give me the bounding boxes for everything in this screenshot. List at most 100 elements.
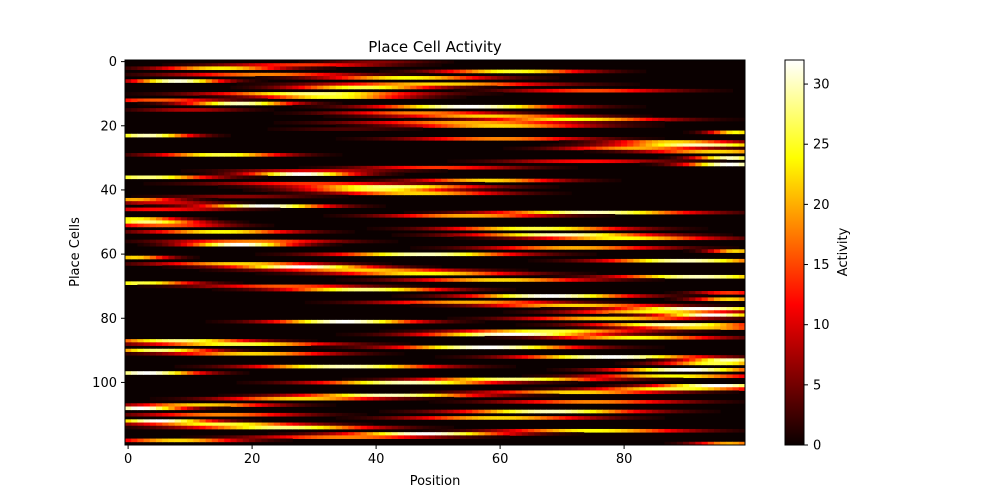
heatmap-cell [280,265,287,269]
heatmap-cell [187,63,194,67]
heatmap-cell [224,339,231,343]
heatmap-cell [261,284,268,289]
heatmap-cell [317,300,324,305]
heatmap-cell [162,419,169,423]
heatmap-row [255,271,597,276]
heatmap-cell [707,387,715,391]
heatmap-cell [602,345,609,350]
heatmap-cell [695,130,702,135]
heatmap-cell [633,117,640,122]
heatmap-cell [230,419,237,423]
heatmap-cell [509,252,516,257]
heatmap-cell [540,307,547,311]
heatmap-cell [397,85,405,90]
heatmap-cell [428,137,436,141]
heatmap-cell [577,88,585,93]
heatmap-cell [385,172,392,176]
heatmap-cell [379,380,386,385]
heatmap-cell [211,403,219,407]
heatmap-cell [466,124,473,128]
heatmap-cell [664,159,671,164]
heatmap-cell [286,319,293,324]
heatmap-cell [670,159,678,164]
heatmap-cell [143,153,151,157]
heatmap-cell [224,204,231,208]
heatmap-cell [552,117,560,122]
heatmap-cell [602,146,609,151]
heatmap-cell [267,72,275,77]
heatmap-cell [342,60,349,64]
heatmap-cell [497,191,504,196]
heatmap-cell [515,416,523,420]
heatmap-cell [577,428,585,433]
heatmap-cell [701,210,709,215]
heatmap-cell [466,377,473,382]
heatmap-cell [218,262,225,266]
heatmap-cell [689,233,696,237]
heatmap-cell [397,226,405,231]
heatmap-cell [478,210,485,215]
heatmap-cell [503,178,510,183]
heatmap-cell [360,332,368,337]
heatmap-cell [422,191,430,196]
heatmap-cell [738,441,746,446]
heatmap-cell [503,159,510,164]
heatmap-cell [410,214,417,218]
heatmap-cell [323,114,330,119]
heatmap-cell [379,127,386,131]
heatmap-cell [242,438,250,443]
heatmap-cell [292,271,299,276]
heatmap-row [335,124,665,128]
heatmap-cell [292,181,299,186]
heatmap-cell [528,416,535,420]
heatmap-cell [670,323,678,327]
heatmap-cell [577,387,585,391]
heatmap-cell [261,425,268,430]
heatmap-cell [366,239,374,244]
heatmap-cell [224,175,231,180]
heatmap-cell [329,380,337,385]
heatmap-cell [676,310,684,314]
heatmap-cell [472,214,479,218]
heatmap-cell [627,428,634,433]
heatmap-cell [472,294,479,298]
heatmap-cell [391,319,399,324]
heatmap-cell [633,120,640,125]
heatmap-cell [156,204,163,208]
heatmap-cell [410,137,417,141]
heatmap-cell [552,332,560,337]
heatmap-cell [435,226,442,231]
heatmap-cell [627,303,634,308]
heatmap-row [540,274,746,279]
heatmap-cell [205,95,213,99]
heatmap-cell [627,377,634,382]
heatmap-cell [707,162,715,167]
heatmap-cell [435,432,442,436]
heatmap-cell [230,201,237,205]
heatmap-cell [639,69,647,74]
heatmap-cell [416,120,423,125]
heatmap-cell [664,233,671,237]
heatmap-cell [273,85,281,90]
heatmap-cell [633,124,640,128]
heatmap-cell [379,137,386,141]
heatmap-cell [379,165,386,170]
heatmap-cell [472,271,479,276]
heatmap-cell [193,223,200,228]
heatmap-cell [218,342,225,346]
heatmap-cell [286,252,293,257]
heatmap-cell [503,188,510,192]
heatmap-row [428,400,746,404]
heatmap-cell [497,278,504,282]
heatmap-cell [540,377,547,382]
heatmap-cell [242,72,250,77]
heatmap-cell [435,278,442,282]
heatmap-cell [354,124,361,128]
heatmap-cell [459,137,467,141]
heatmap-cell [267,265,275,269]
heatmap-cell [639,278,647,282]
heatmap-cell [633,310,640,314]
heatmap-cell [577,226,585,231]
heatmap-cell [571,428,578,433]
heatmap-row [125,339,318,343]
